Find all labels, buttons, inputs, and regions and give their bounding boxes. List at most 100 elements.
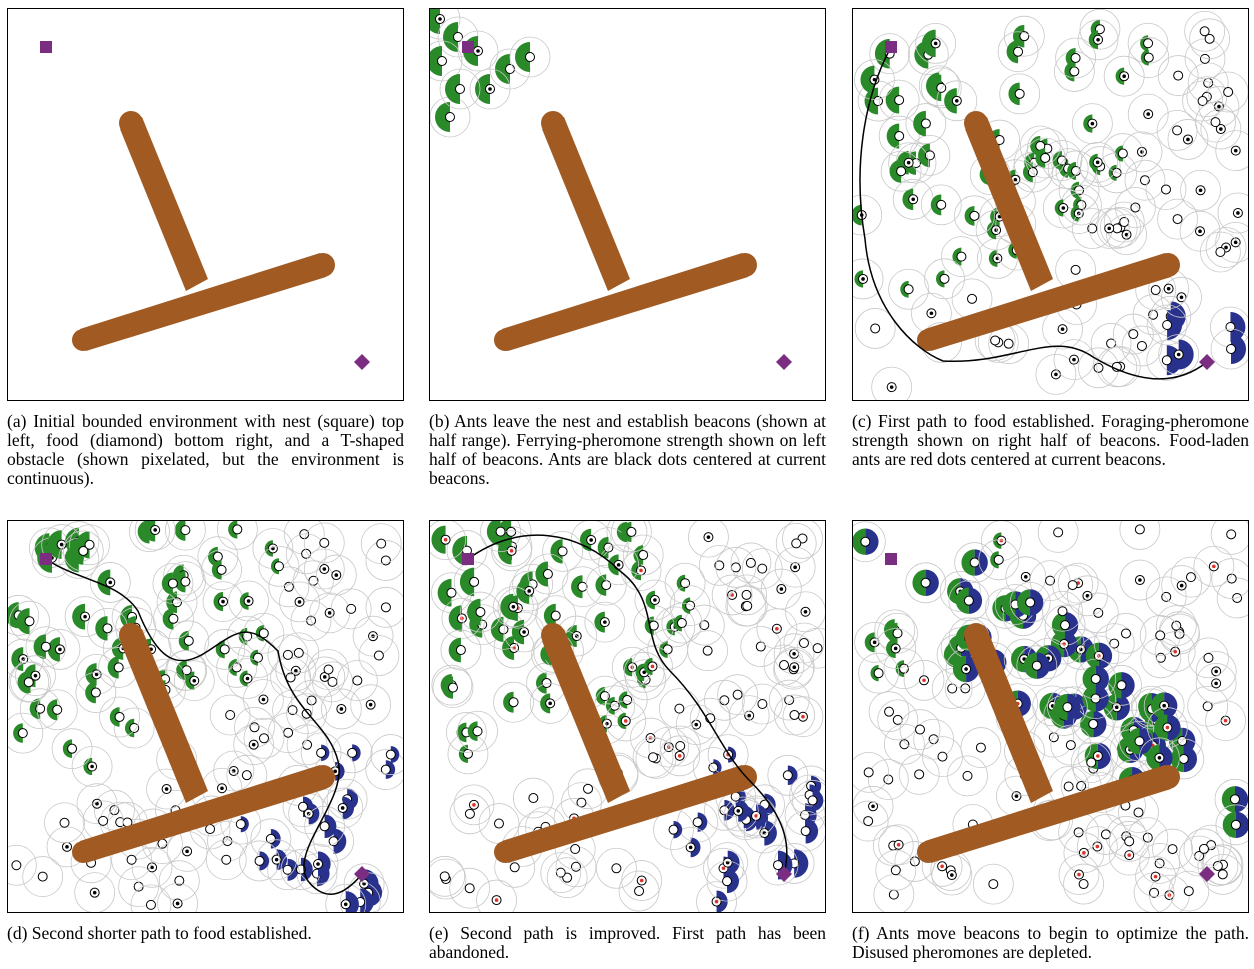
beacon-range-ring	[457, 30, 499, 72]
beacon-dot	[542, 569, 553, 580]
foraging-pheromone-half	[1167, 310, 1183, 341]
ferrying-pheromone-half	[47, 530, 62, 559]
beacon-dot	[346, 603, 357, 614]
food-laden-ant	[443, 537, 448, 542]
ant	[322, 567, 327, 571]
foraging-pheromone-half	[764, 820, 777, 846]
beacon-range-ring	[728, 695, 770, 737]
beacon-dot	[301, 548, 312, 559]
obstacle-bar	[925, 253, 1171, 351]
ferrying-pheromone-half	[448, 605, 462, 632]
beacon-dot	[583, 783, 594, 794]
beacon-dot	[462, 748, 473, 759]
beacon-dot	[1128, 329, 1139, 340]
beacon-dot	[1003, 338, 1014, 349]
ferrying-pheromone-half	[162, 608, 174, 630]
beacon-range-ring	[62, 530, 104, 572]
beacon-range-ring	[1024, 137, 1066, 179]
food-diamond	[1199, 866, 1215, 882]
beacon-range-ring	[25, 626, 67, 668]
beacon-range-ring	[1047, 686, 1088, 728]
obstacle-stem	[120, 629, 208, 803]
beacon-dot	[1223, 87, 1234, 98]
ant	[192, 678, 197, 683]
beacon-dot	[1067, 580, 1078, 591]
food-laden-ant	[494, 898, 499, 902]
beacon-range-ring	[854, 308, 896, 349]
ferrying-pheromone-half	[431, 525, 446, 554]
foraging-pheromone-half	[1116, 694, 1130, 721]
beacon-range-ring	[606, 521, 648, 553]
beacon-range-ring	[584, 601, 626, 643]
beacon-range-ring	[740, 626, 782, 667]
beacon-dot	[308, 575, 319, 586]
beacon-dot	[611, 863, 622, 874]
beacon-dot	[702, 645, 713, 656]
beacon-range-ring	[157, 883, 198, 912]
beacon-range-ring	[775, 522, 817, 564]
beacon-dot	[133, 881, 144, 892]
beacon-range-ring	[8, 594, 40, 636]
beacon-dot	[258, 733, 269, 744]
beacon-range-ring	[623, 651, 665, 693]
obstacle-stem	[542, 117, 630, 291]
foraging-pheromone-half	[727, 869, 739, 894]
beacon-range-ring	[365, 540, 403, 581]
beacon-range-ring	[168, 620, 210, 662]
ant	[488, 87, 492, 91]
beacon-dot	[692, 817, 703, 828]
beacon-dot	[873, 96, 884, 107]
food-laden-ant	[721, 866, 726, 871]
ferrying-pheromone-half	[543, 603, 556, 628]
beacon-dot	[791, 538, 802, 549]
ant	[642, 670, 647, 675]
foraging-pheromone-half	[1097, 742, 1112, 770]
beacon-range-ring	[774, 694, 815, 736]
ant	[251, 742, 256, 747]
beacon-range-ring	[913, 718, 955, 760]
ferrying-pheromone-half	[430, 46, 442, 76]
beacon-range-ring	[44, 802, 85, 844]
beacon-dot	[1226, 529, 1237, 540]
beacon-range-ring	[880, 150, 922, 192]
beacon-range-ring	[611, 521, 652, 553]
beacon-dot	[1078, 879, 1089, 890]
ferrying-pheromone-half	[961, 549, 975, 576]
caption-a: (a) Initial bounded environment with nes…	[7, 411, 404, 488]
beacon-range-ring	[756, 608, 798, 650]
obstacle-bar-left-end	[494, 841, 516, 863]
ant	[893, 646, 898, 651]
ant	[175, 901, 180, 906]
ant	[33, 673, 38, 678]
beacon-dot	[102, 623, 113, 634]
foraging-pheromone-half	[925, 569, 939, 597]
caption-b: (b) Ants leave the nest and establish be…	[429, 411, 826, 488]
ferrying-pheromone-half	[69, 537, 84, 565]
ant	[803, 609, 808, 614]
obstacle-stem	[120, 117, 208, 291]
beacon-range-ring	[696, 881, 737, 912]
ferrying-pheromone-half	[902, 188, 914, 211]
ant	[65, 845, 69, 849]
ant	[1198, 188, 1203, 193]
ferrying-pheromone-half	[594, 611, 605, 633]
beacon-range-ring	[1009, 581, 1051, 623]
ant	[1060, 327, 1065, 331]
ferrying-pheromone-half	[33, 634, 46, 660]
ferrying-pheromone-half	[1126, 728, 1140, 755]
beacon-dot	[601, 580, 612, 591]
food-laden-ant	[1212, 564, 1216, 569]
t-obstacle	[917, 623, 1180, 863]
beacon-range-ring	[267, 634, 309, 676]
beacon-dot	[90, 687, 101, 698]
beacon-dot	[570, 861, 581, 872]
beacon-range-ring	[22, 856, 64, 897]
beacon-dot	[219, 644, 230, 655]
food-laden-ant	[509, 549, 514, 553]
beacon-dot	[1172, 125, 1183, 136]
beacon-range-ring	[1096, 346, 1138, 388]
beacon-range-ring	[430, 858, 467, 900]
ferrying-pheromone-half	[918, 143, 930, 168]
ant	[522, 630, 526, 634]
food-laden-ant	[639, 568, 643, 573]
